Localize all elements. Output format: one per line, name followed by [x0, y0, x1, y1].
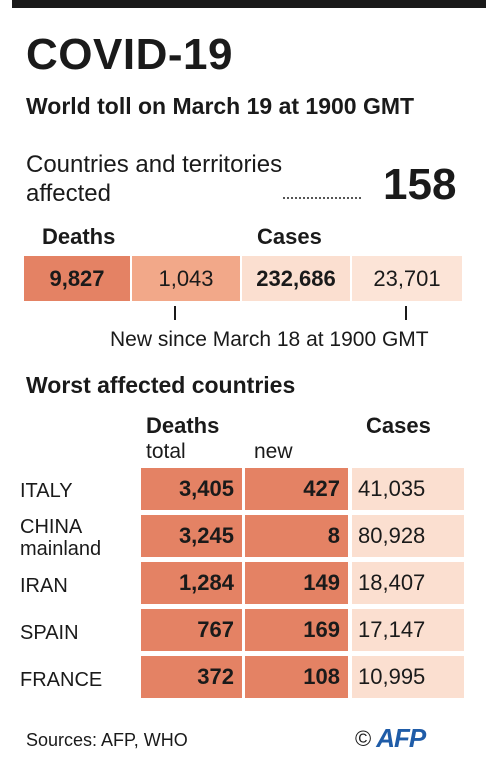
deaths-new-cell: 427 — [245, 468, 348, 510]
deaths-new-cell: 149 — [245, 562, 348, 604]
tick-cases-new — [405, 306, 407, 320]
world-deaths-new: 1,043 — [132, 256, 240, 301]
country-name: ITALY — [20, 480, 73, 502]
world-cases-total: 232,686 — [242, 256, 350, 301]
deaths-new-cell: 108 — [245, 656, 348, 698]
deaths-total-cell: 372 — [141, 656, 242, 698]
world-deaths-label: Deaths — [42, 224, 116, 249]
copyright-icon: © — [355, 725, 372, 751]
sources-text: Sources: AFP, WHO — [26, 730, 188, 750]
world-cases-new: 23,701 — [352, 256, 462, 301]
deaths-total-cell: 3,245 — [141, 515, 242, 557]
afp-logo-text: AFP — [376, 723, 426, 753]
deaths-total-cell: 3,405 — [141, 468, 242, 510]
world-deaths-total: 9,827 — [24, 256, 130, 301]
country-name: CHINA mainland — [20, 516, 102, 560]
cases-cell: 41,035 — [352, 468, 464, 510]
affected-value: 158 — [383, 160, 457, 209]
section-title: Worst affected countries — [26, 372, 296, 398]
country-name: FRANCE — [20, 669, 103, 691]
cases-cell: 17,147 — [352, 609, 464, 651]
deaths-total-cell: 1,284 — [141, 562, 242, 604]
countries-cases-label: Cases — [366, 413, 431, 438]
deaths-new-cell: 169 — [245, 609, 348, 651]
deaths-new-cell: 8 — [245, 515, 348, 557]
affected-label: Countries and territories affected — [26, 151, 283, 207]
cases-cell: 80,928 — [352, 515, 464, 557]
dotted-leader — [283, 197, 361, 199]
top-rule — [12, 0, 486, 8]
page-title: COVID-19 — [26, 30, 233, 79]
world-cases-label: Cases — [257, 224, 322, 249]
countries-deaths-label: Deaths — [146, 413, 220, 438]
tick-deaths-new — [174, 306, 176, 320]
countries-total-label: total — [146, 440, 186, 463]
page-subtitle: World toll on March 19 at 1900 GMT — [26, 93, 415, 119]
countries-new-label: new — [254, 440, 293, 463]
cases-cell: 18,407 — [352, 562, 464, 604]
new-since-note: New since March 18 at 1900 GMT — [110, 328, 429, 351]
country-name: IRAN — [20, 575, 68, 597]
afp-logo: © AFP — [355, 723, 426, 754]
cases-cell: 10,995 — [352, 656, 464, 698]
country-name: SPAIN — [20, 622, 79, 644]
deaths-total-cell: 767 — [141, 609, 242, 651]
